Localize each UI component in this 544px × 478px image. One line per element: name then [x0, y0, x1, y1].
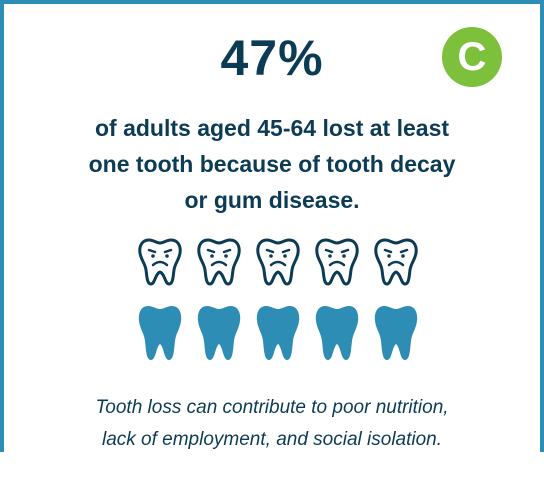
- sad-tooth-icon: [374, 238, 418, 286]
- caption: Tooth loss can contribute to poor nutrit…: [20, 392, 524, 456]
- tooth-icon: [197, 306, 241, 360]
- caption-line: Tooth loss can contribute to poor nutrit…: [95, 397, 449, 418]
- sad-tooth-icon: [256, 238, 300, 286]
- left-border: [0, 0, 4, 452]
- sad-tooth-icon: [138, 238, 182, 286]
- sad-teeth-row: [136, 236, 420, 288]
- tooth-icon: [374, 306, 418, 360]
- tooth-icon: [315, 306, 359, 360]
- caption-line: lack of employment, and social isolation…: [101, 429, 443, 450]
- headline-line: of adults aged 45-64 lost at least: [94, 115, 450, 141]
- tooth-icon: [138, 306, 182, 360]
- stat-percentage: 47%: [220, 30, 324, 86]
- right-border: [540, 0, 544, 452]
- grade-badge: C: [442, 27, 502, 87]
- sad-tooth-icon: [197, 238, 241, 286]
- headline-line: one tooth because of tooth decay: [88, 151, 456, 177]
- sad-tooth-icon: [315, 238, 359, 286]
- healthy-teeth-row: [136, 304, 420, 362]
- top-border: [0, 0, 544, 4]
- tooth-icon: [256, 306, 300, 360]
- headline-line: or gum disease.: [184, 187, 360, 213]
- headline: of adults aged 45-64 lost at least one t…: [40, 110, 504, 218]
